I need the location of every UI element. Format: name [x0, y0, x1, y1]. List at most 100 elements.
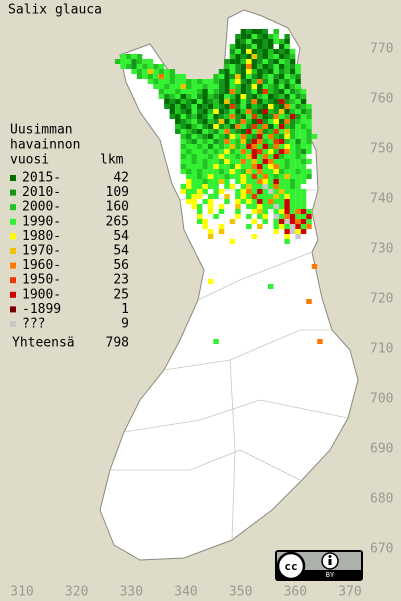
grid-cell: [164, 79, 170, 84]
grid-cell: [273, 39, 279, 44]
grid-cell: [164, 84, 170, 89]
grid-cell: [207, 199, 214, 204]
grid-cell: [300, 204, 307, 209]
grid-cell: [207, 154, 214, 159]
grid-cell: [175, 109, 181, 114]
grid-cell: [180, 114, 186, 119]
grid-cell: [158, 79, 165, 84]
grid-cell: [300, 214, 307, 219]
grid-cell: [207, 119, 214, 124]
grid-cell: [273, 79, 279, 84]
grid-cell: [169, 114, 176, 119]
grid-cell: [257, 104, 263, 109]
grid-cell: [196, 154, 203, 159]
grid-cell: [278, 179, 285, 184]
grid-cell: [251, 119, 258, 124]
grid-cell: [278, 94, 285, 99]
legend-label: 1990-: [22, 214, 61, 229]
grid-cell: [175, 89, 181, 94]
grid-cell: [300, 109, 307, 114]
grid-cell: [284, 94, 290, 99]
y-tick-label: 700: [370, 392, 393, 407]
grid-cell: [240, 119, 247, 124]
grid-cell: [175, 114, 181, 119]
grid-cell: [284, 54, 290, 59]
grid-cell: [295, 104, 301, 109]
grid-cell: [235, 174, 241, 179]
grid-cell: [191, 179, 197, 184]
grid-cell: [186, 94, 192, 99]
grid-cell: [278, 134, 285, 139]
grid-cell: [257, 94, 263, 99]
grid-cell: [257, 29, 263, 34]
grid-cell: [251, 209, 258, 214]
grid-cell: [186, 144, 192, 149]
grid-cell: [235, 89, 241, 94]
grid-cell: [278, 99, 285, 104]
grid-cell: [251, 169, 258, 174]
grid-cell: [218, 139, 225, 144]
grid-cell: [213, 214, 219, 219]
grid-cell: [213, 119, 219, 124]
grid-cell: [218, 229, 225, 234]
grid-cell: [251, 44, 258, 49]
grid-cell: [300, 154, 307, 159]
legend-heading: Uusimman: [10, 123, 73, 138]
grid-cell: [224, 59, 230, 64]
grid-cell: [268, 94, 274, 99]
grid-cell: [213, 109, 219, 114]
grid-cell: [196, 219, 203, 224]
grid-cell: [175, 74, 181, 79]
grid-cell: [278, 174, 285, 179]
grid-cell: [262, 149, 268, 154]
grid-cell: [240, 149, 247, 154]
grid-cell: [251, 94, 258, 99]
grid-cell: [229, 89, 236, 94]
grid-cell: [284, 159, 290, 164]
grid-cell: [235, 199, 241, 204]
grid-cell: [284, 44, 290, 49]
grid-cell: [169, 89, 176, 94]
legend-count: 1: [121, 302, 129, 317]
grid-cell: [235, 139, 241, 144]
grid-cell: [218, 99, 225, 104]
grid-cell: [262, 69, 268, 74]
grid-cell: [207, 129, 214, 134]
grid-cell: [125, 54, 132, 59]
grid-cell: [278, 149, 285, 154]
grid-cell: [246, 29, 252, 34]
grid-cell: [306, 119, 312, 124]
grid-cell: [240, 144, 247, 149]
grid-cell: [202, 164, 208, 169]
grid-cell: [207, 144, 214, 149]
grid-cell: [153, 64, 159, 69]
grid-cell: [164, 69, 170, 74]
x-tick-label: 330: [120, 585, 143, 600]
grid-cell: [278, 199, 285, 204]
grid-cell: [278, 104, 285, 109]
grid-cell: [213, 144, 219, 149]
grid-cell: [229, 44, 236, 49]
grid-cell: [284, 69, 290, 74]
grid-cell: [240, 104, 247, 109]
grid-cell: [224, 84, 230, 89]
legend-swatch: [10, 277, 16, 284]
grid-cell: [235, 214, 241, 219]
grid-cell: [262, 84, 268, 89]
grid-cell: [284, 239, 290, 244]
grid-cell: [218, 89, 225, 94]
grid-cell: [284, 234, 290, 239]
grid-cell: [257, 54, 263, 59]
grid-cell: [202, 179, 208, 184]
grid-cell: [202, 159, 208, 164]
grid-cell: [300, 119, 307, 124]
grid-cell: [262, 164, 268, 169]
grid-cell: [273, 124, 279, 129]
grid-cell: [202, 189, 208, 194]
grid-cell: [246, 49, 252, 54]
grid-cell: [186, 149, 192, 154]
grid-cell: [273, 159, 279, 164]
grid-cell: [268, 54, 274, 59]
grid-cell: [202, 154, 208, 159]
grid-cell: [240, 139, 247, 144]
